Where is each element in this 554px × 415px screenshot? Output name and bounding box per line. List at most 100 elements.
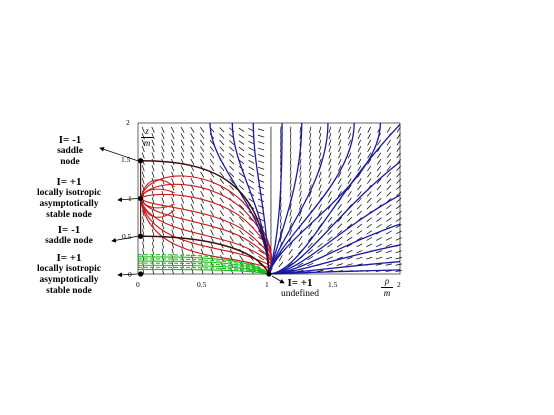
- field-mark: [171, 229, 174, 236]
- field-mark: [181, 216, 184, 223]
- field-mark: [141, 152, 145, 159]
- field-mark: [326, 256, 333, 260]
- field-mark: [279, 229, 282, 236]
- field-mark: [328, 152, 332, 159]
- field-mark: [328, 145, 332, 153]
- field-mark: [151, 216, 155, 223]
- field-mark: [309, 158, 312, 166]
- field-mark: [142, 254, 145, 262]
- field-mark: [280, 158, 282, 166]
- field-mark: [376, 197, 382, 203]
- field-mark: [318, 139, 322, 146]
- field-mark: [219, 165, 225, 171]
- field-mark: [229, 184, 235, 191]
- field-mark: [318, 133, 322, 140]
- field-mark: [357, 133, 362, 140]
- y-axis-label: z m: [141, 127, 153, 148]
- field-mark: [346, 230, 353, 235]
- field-mark: [309, 145, 312, 153]
- field-mark: [161, 216, 165, 223]
- field-mark: [336, 243, 343, 248]
- blue-trajectory: [252, 122, 270, 275]
- field-mark: [248, 242, 254, 248]
- field-mark: [385, 230, 392, 235]
- field-mark: [336, 256, 343, 260]
- field-mark: [376, 171, 382, 178]
- direction-field: [141, 126, 402, 275]
- field-mark: [366, 204, 372, 210]
- field-mark: [181, 267, 184, 275]
- field-mark: [191, 242, 194, 249]
- label-saddle-top-l3: node: [60, 157, 80, 167]
- field-mark: [366, 230, 373, 235]
- x-tick-0-5: 0.5: [197, 280, 207, 289]
- field-mark: [279, 210, 282, 217]
- field-mark: [151, 126, 155, 133]
- field-mark: [367, 126, 371, 133]
- field-mark: [357, 139, 362, 146]
- field-mark: [308, 223, 313, 229]
- field-mark: [346, 223, 353, 229]
- field-mark: [258, 173, 265, 177]
- field-mark: [142, 248, 145, 255]
- field-mark: [299, 197, 302, 204]
- field-mark: [328, 139, 332, 146]
- field-mark: [289, 132, 292, 140]
- field-mark: [308, 177, 312, 185]
- field-mark: [229, 242, 234, 249]
- field-mark: [161, 254, 164, 262]
- field-mark: [142, 267, 145, 275]
- field-mark: [327, 216, 333, 223]
- label-saddle-top-l2: saddle: [57, 146, 83, 156]
- field-mark: [357, 146, 362, 153]
- field-mark: [289, 184, 292, 191]
- field-mark: [238, 172, 245, 178]
- field-mark: [248, 160, 255, 164]
- red-trajectory: [140, 198, 176, 218]
- field-mark: [161, 139, 165, 146]
- field-mark: [171, 248, 174, 255]
- field-mark: [367, 178, 372, 184]
- field-mark: [347, 178, 352, 185]
- field-mark: [357, 126, 362, 133]
- field-mark: [327, 236, 333, 242]
- field-mark: [308, 184, 312, 191]
- field-mark: [367, 146, 372, 152]
- field-mark: [356, 223, 363, 229]
- field-mark: [347, 197, 352, 204]
- field-mark: [141, 133, 145, 140]
- label-undefined-point-l1: I= +1: [287, 277, 313, 289]
- field-mark: [200, 261, 204, 268]
- field-mark: [289, 158, 292, 166]
- x-axis-label-den: m: [383, 288, 391, 298]
- field-mark: [395, 230, 402, 235]
- field-mark: [347, 133, 352, 140]
- field-mark: [385, 224, 392, 229]
- field-mark: [395, 237, 402, 241]
- field-mark: [210, 210, 214, 217]
- field-mark: [238, 140, 245, 145]
- saddle-point-top: [138, 158, 144, 164]
- field-mark: [318, 178, 322, 185]
- field-mark: [248, 236, 254, 242]
- field-mark: [289, 222, 292, 230]
- field-mark: [395, 224, 402, 229]
- field-mark: [200, 190, 205, 197]
- field-mark: [181, 242, 184, 249]
- field-mark: [338, 145, 342, 153]
- field-mark: [318, 145, 322, 153]
- field-mark: [318, 210, 323, 217]
- field-mark: [190, 190, 195, 198]
- field-mark: [309, 165, 312, 172]
- blue-trajectories: [209, 122, 401, 275]
- field-mark: [141, 165, 145, 172]
- field-mark: [318, 184, 322, 191]
- field-mark: [307, 256, 314, 261]
- field-mark: [396, 198, 402, 203]
- field-mark: [239, 223, 244, 229]
- field-mark: [151, 197, 155, 204]
- y-tick-0: 0: [128, 270, 132, 279]
- field-mark: [180, 126, 185, 133]
